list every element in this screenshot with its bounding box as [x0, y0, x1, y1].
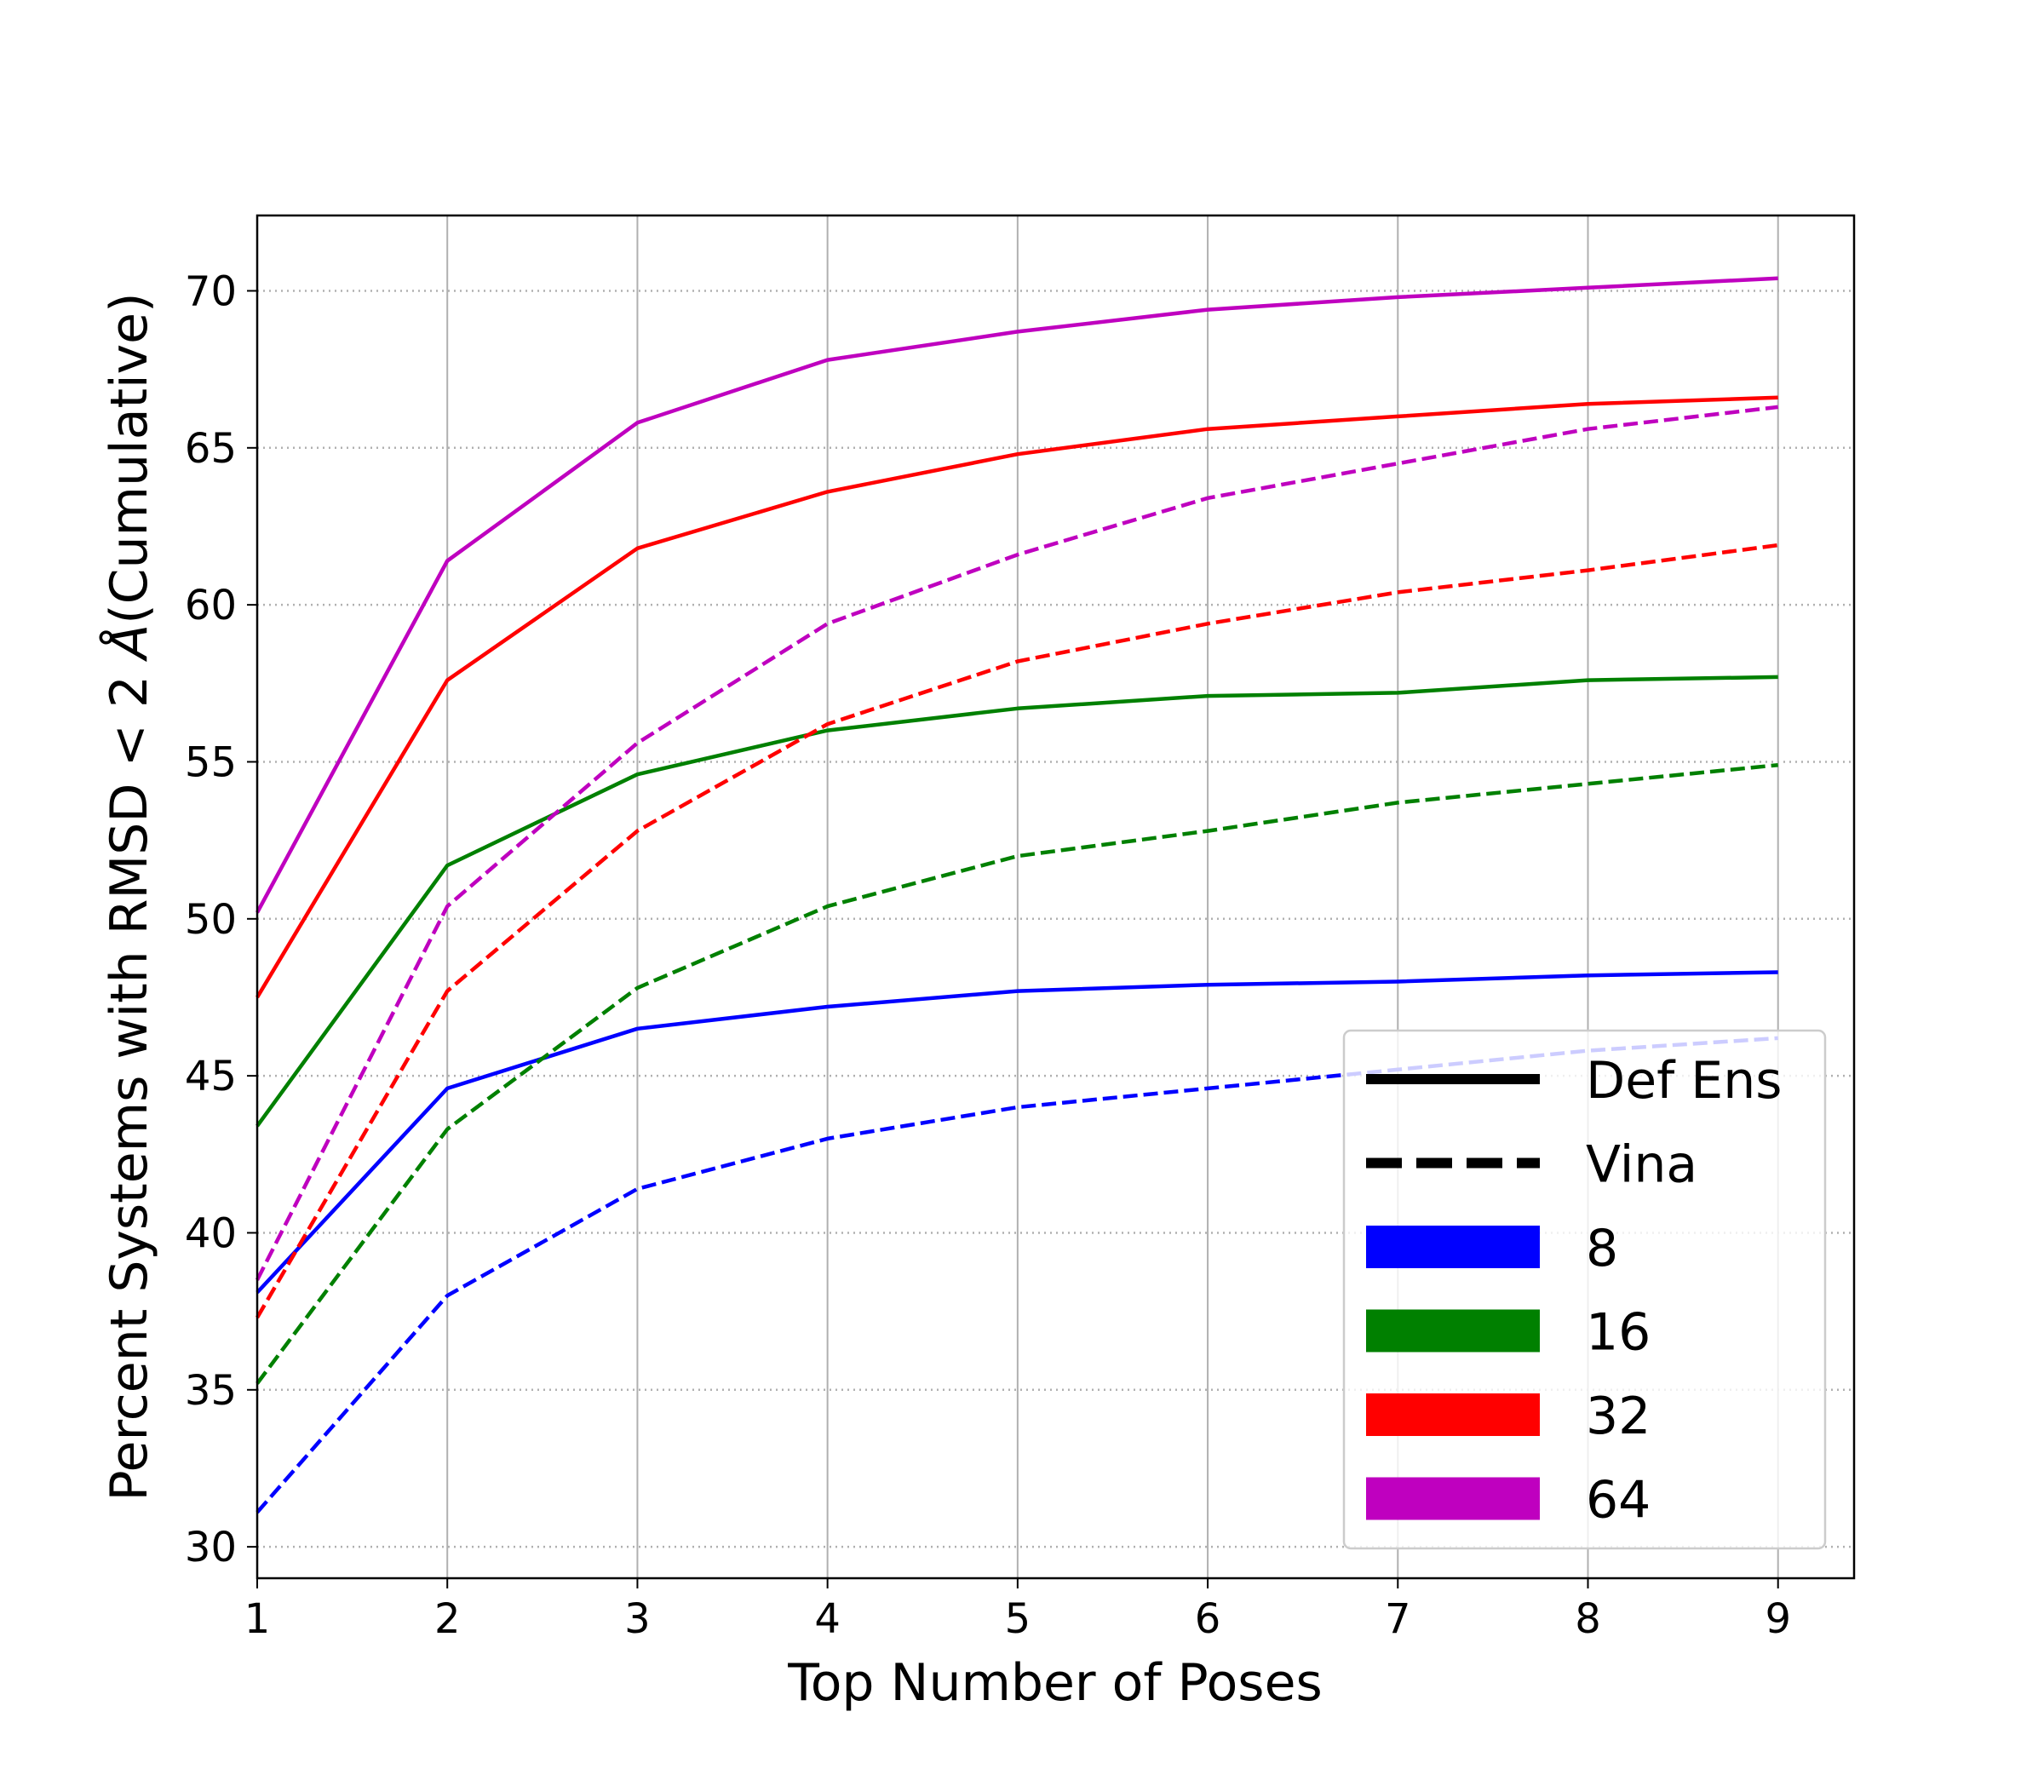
y-tick-label: 40 [185, 1209, 237, 1257]
y-tick-label: 50 [185, 896, 237, 944]
legend-label: 32 [1586, 1387, 1651, 1446]
x-tick-label: 4 [814, 1595, 841, 1643]
legend-label: 64 [1586, 1471, 1651, 1531]
series-line-32-vina [256, 543, 1778, 1319]
legend-label: 8 [1586, 1219, 1618, 1278]
y-tick-label: 60 [185, 582, 237, 629]
series-lines [255, 276, 1778, 1514]
x-axis-label: Top Number of Poses [787, 1653, 1323, 1713]
x-tick-label: 7 [1385, 1595, 1411, 1643]
x-tick-label: 5 [1005, 1595, 1031, 1643]
series-line-64-def-ens [256, 276, 1778, 914]
y-axis-label: Percent Systems with RMSD < 2 Å(Cumulati… [99, 292, 159, 1501]
plot-frame [256, 214, 1856, 1580]
y-tick-label: 70 [185, 267, 237, 315]
series-line-16-def-ens [256, 675, 1778, 1128]
legend-swatch-64 [1366, 1477, 1540, 1520]
series-line-8-vina [256, 1036, 1778, 1514]
y-tick-label: 35 [185, 1367, 237, 1415]
legend-label: Vina [1586, 1135, 1697, 1195]
y-tick-label: 45 [185, 1053, 237, 1100]
x-tick-label: 3 [624, 1595, 651, 1643]
series-line-16-vina [256, 762, 1778, 1385]
legend: Def Ens Vina 8 16 32 64 [1342, 1029, 1827, 1550]
legend-swatch-8 [1366, 1226, 1540, 1268]
x-tick-label: 6 [1195, 1595, 1221, 1643]
x-tick-label: 8 [1575, 1595, 1601, 1643]
x-tick-label: 9 [1765, 1595, 1791, 1643]
y-tick-label: 30 [185, 1524, 237, 1571]
legend-swatch-16 [1366, 1309, 1540, 1353]
series-line-32-def-ens [256, 395, 1778, 999]
y-tick-label: 65 [185, 425, 237, 473]
series-line-64-vina [255, 405, 1778, 1281]
legend-label: 16 [1586, 1303, 1651, 1363]
series-line-8-def-ens [256, 970, 1778, 1295]
legend-label: Def Ens [1586, 1051, 1783, 1111]
x-tick-label: 2 [434, 1595, 461, 1643]
y-tick-label: 55 [185, 738, 237, 786]
x-tick-label: 1 [244, 1595, 271, 1643]
legend-swatch-32 [1366, 1393, 1540, 1436]
